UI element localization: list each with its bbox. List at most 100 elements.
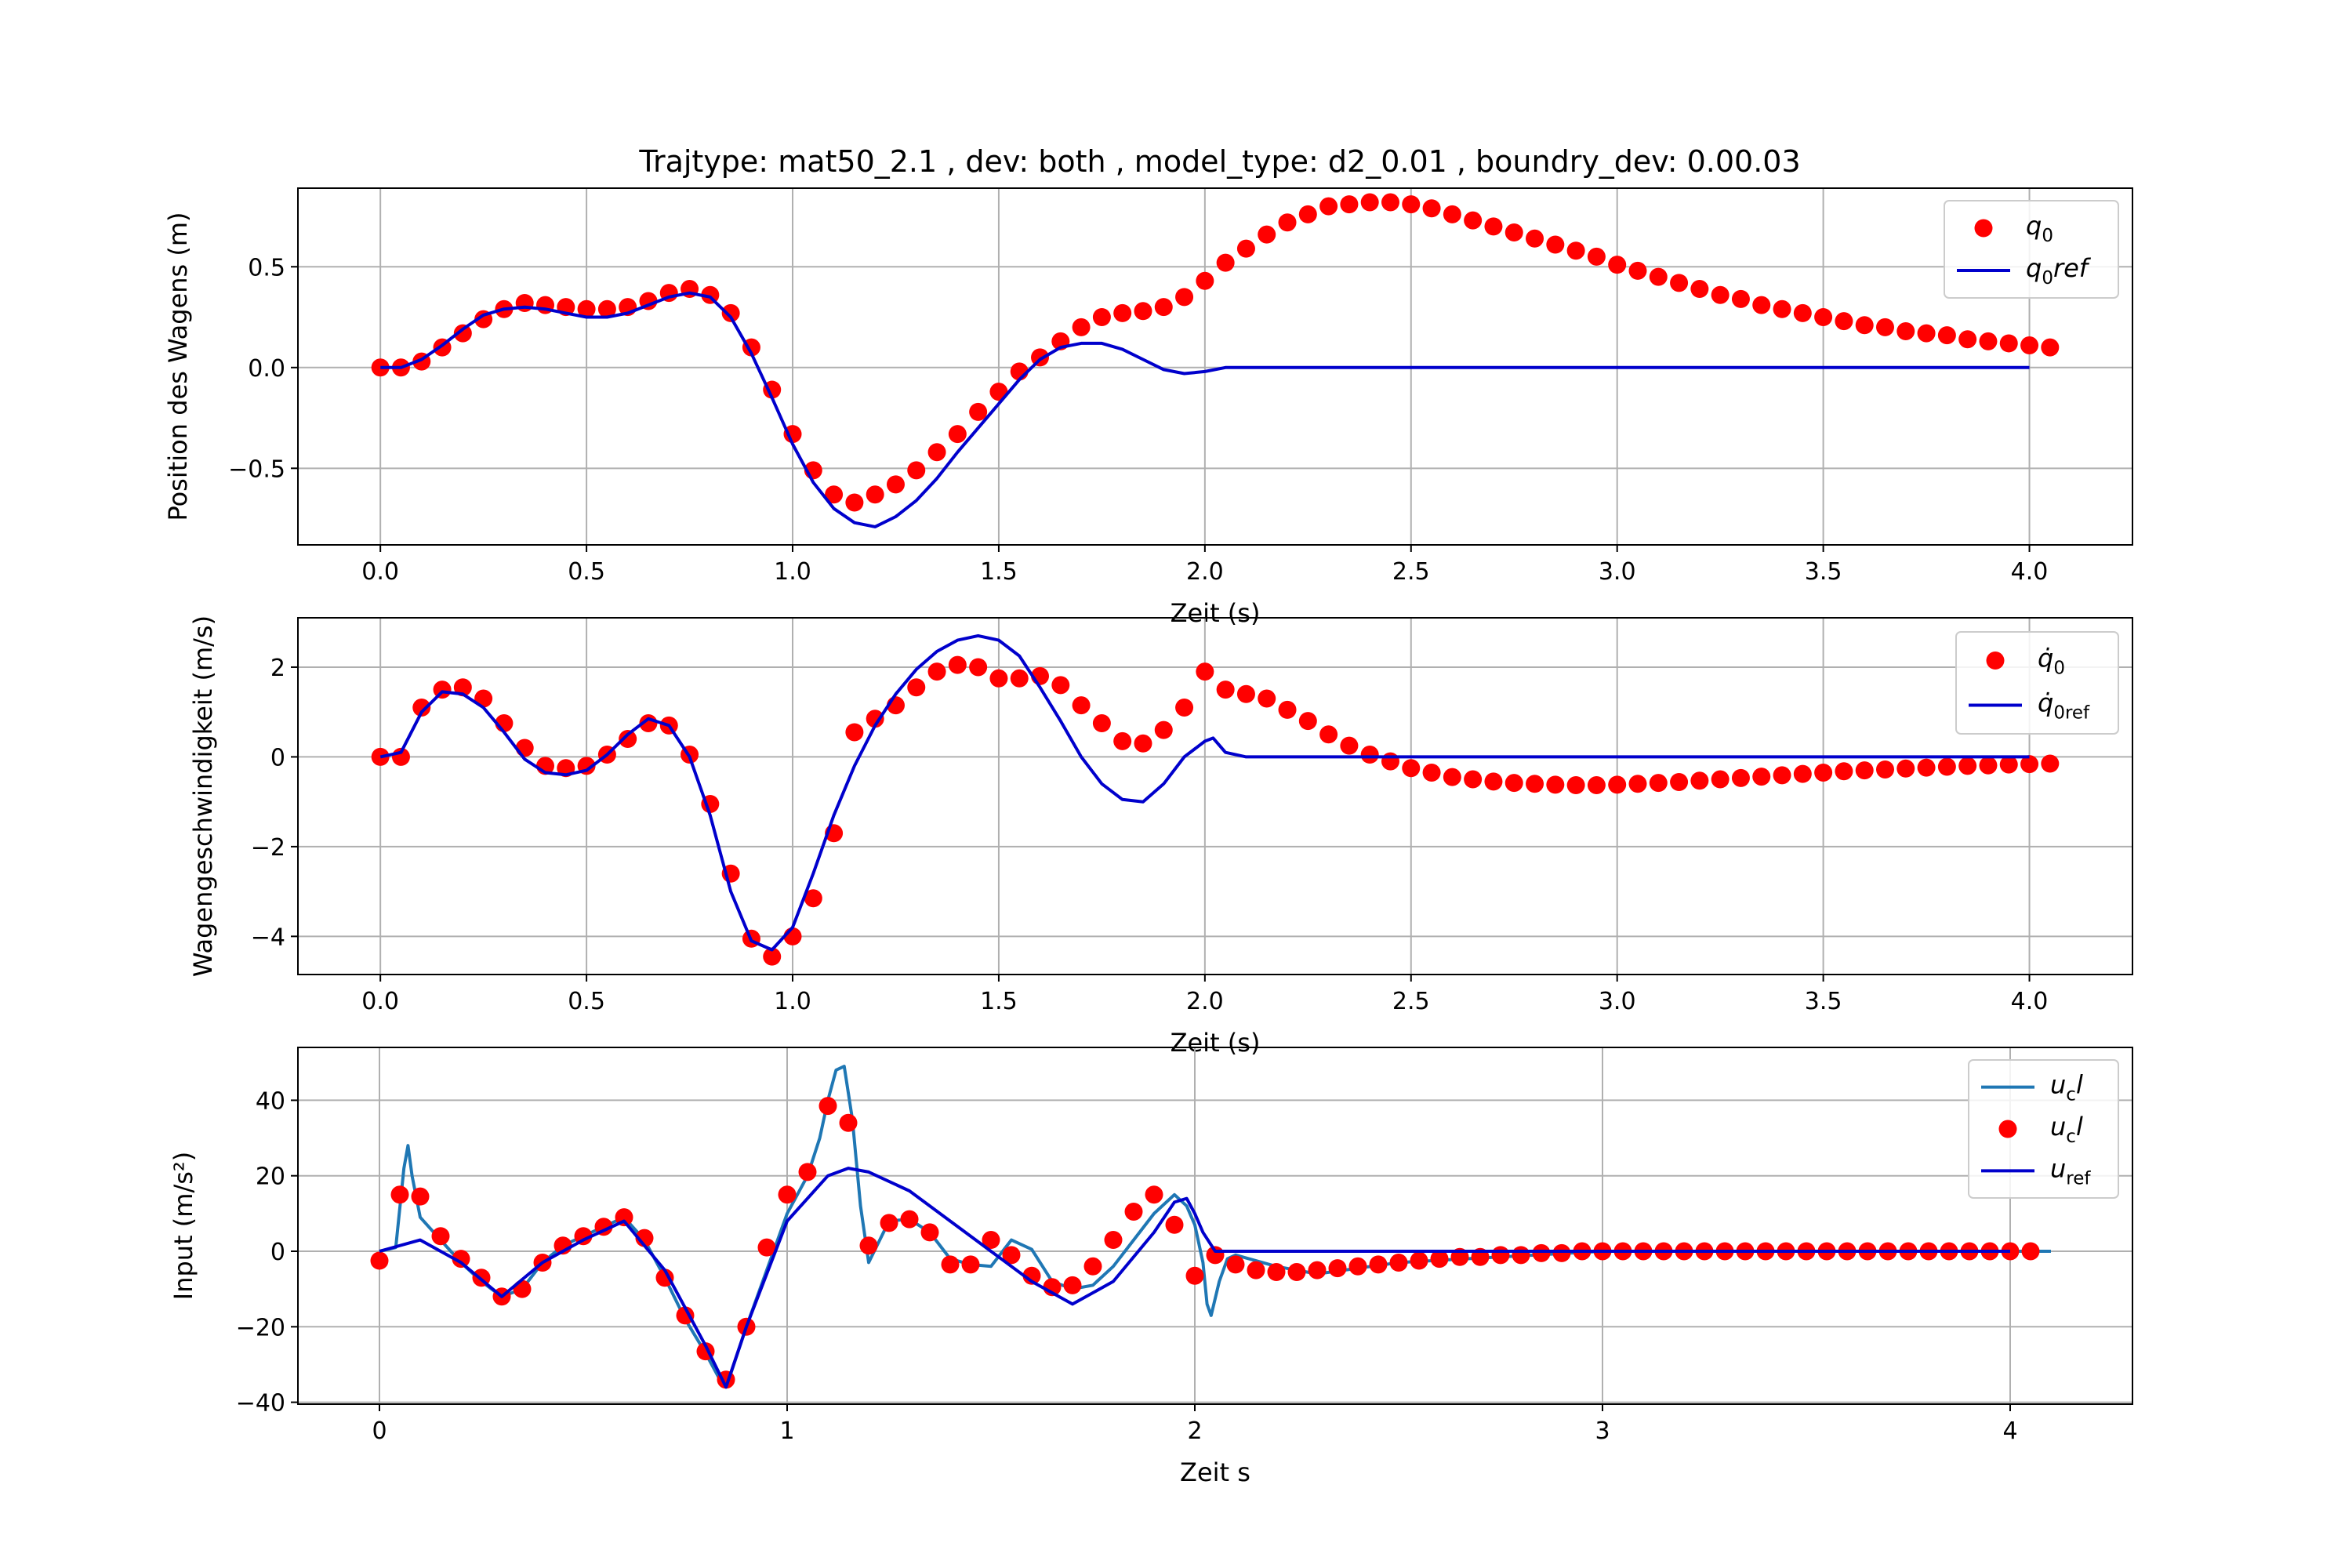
data-point (982, 1231, 1000, 1250)
data-point (961, 1255, 980, 1274)
data-point (1958, 757, 1977, 775)
data-point (1835, 312, 1853, 331)
data-point (1670, 772, 1689, 791)
x-tick-label: 1.5 (980, 988, 1018, 1015)
x-tick-label: 3 (1595, 1417, 1610, 1445)
data-point (1113, 731, 1132, 750)
data-point (2020, 336, 2039, 355)
data-point (1175, 698, 1194, 717)
data-point (778, 1185, 797, 1204)
data-point (1690, 280, 1709, 299)
legend: q0 q0ref (1944, 200, 2119, 299)
data-point (1814, 308, 1833, 327)
data-point (1022, 1266, 1041, 1285)
data-point (1267, 1262, 1286, 1281)
y-tick-label: −0.5 (228, 456, 285, 483)
data-point (577, 299, 596, 318)
data-point (1546, 775, 1565, 794)
data-point (1917, 758, 1936, 777)
data-point (1298, 205, 1317, 223)
data-point (1051, 676, 1070, 695)
series-line-1 (379, 1065, 2051, 1385)
legend: ucl ucl uref (1968, 1059, 2119, 1199)
x-tick-label: 1 (779, 1417, 794, 1445)
data-point (1216, 681, 1235, 699)
subplot-2: 0.0 0.5 1.0 1.5 2.0 2.5 3.0 3.5 4.0 −4 −2 0 2 Zeit (s… (188, 615, 2133, 1058)
legend-label: q̇0 (2038, 644, 2065, 679)
data-point (1512, 1246, 1530, 1265)
data-point (866, 710, 884, 728)
legend-label: ucl (2050, 1070, 2083, 1105)
axes-frame (297, 617, 2133, 975)
data-point (1958, 330, 1977, 349)
data-point (1504, 774, 1523, 793)
plot-area (371, 633, 2060, 966)
data-point (1360, 193, 1379, 212)
x-tick-label: 1.5 (980, 558, 1018, 586)
x-tick-label: 4.0 (2011, 558, 2049, 586)
data-point (1532, 1243, 1551, 1262)
data-point (1216, 253, 1235, 272)
data-point (757, 1238, 776, 1257)
x-tick-label: 3.5 (1805, 558, 1842, 586)
y-tick-label: 20 (256, 1163, 285, 1191)
data-point (1430, 1250, 1449, 1269)
data-point (1236, 684, 1255, 703)
x-tick-label: 3.5 (1805, 988, 1842, 1015)
data-point (412, 698, 431, 717)
data-point (1010, 669, 1029, 688)
data-point (1165, 1215, 1184, 1234)
x-axis-label: Zeit s (1180, 1457, 1250, 1487)
data-point (1258, 689, 1276, 708)
data-point (721, 303, 740, 322)
data-point (1410, 1251, 1428, 1270)
data-point (1628, 261, 1647, 280)
x-tick-label: 0.0 (361, 558, 399, 586)
series-line-2 (380, 291, 2030, 528)
data-point (1835, 762, 1853, 781)
data-point (1154, 298, 1173, 317)
legend-dot-marker (1974, 219, 1993, 238)
data-point (1917, 324, 1936, 343)
data-point (948, 655, 967, 674)
data-point (1175, 288, 1194, 307)
data-point (371, 358, 390, 377)
data-point (1443, 768, 1461, 786)
figure-title: Trajtype: mat50_2.1 , dev: both , model_… (638, 144, 1800, 179)
data-point (1731, 289, 1750, 308)
x-tick-label: 2.0 (1186, 558, 1224, 586)
y-tick-label: −4 (251, 924, 285, 951)
data-point (390, 1185, 409, 1204)
data-point (1360, 746, 1379, 764)
data-point (371, 747, 390, 766)
x-tick-label: 4 (2002, 1417, 2017, 1445)
data-point (1855, 316, 1874, 335)
data-point (1308, 1261, 1327, 1279)
data-point (1319, 725, 1338, 744)
data-point (1236, 239, 1255, 258)
data-point (920, 1223, 939, 1242)
data-point (655, 1269, 674, 1287)
data-point (1258, 225, 1276, 244)
series-line-2 (379, 633, 2030, 952)
data-point (1484, 217, 1503, 236)
data-point (1443, 205, 1461, 223)
data-point (1278, 700, 1297, 719)
data-point (1752, 768, 1771, 786)
data-point (1092, 308, 1111, 327)
data-point (1328, 1259, 1347, 1278)
data-point (1381, 752, 1399, 771)
data-point (1711, 770, 1730, 789)
data-point (1875, 318, 1894, 336)
data-point (763, 947, 782, 966)
data-point (1484, 772, 1503, 791)
data-point (1773, 766, 1791, 785)
axes-frame (297, 187, 2133, 546)
data-point (907, 461, 926, 480)
data-point (513, 1279, 532, 1298)
data-point (1247, 1261, 1265, 1279)
x-tick-label: 3.0 (1599, 988, 1636, 1015)
data-point (941, 1255, 960, 1274)
data-point (1422, 199, 1441, 218)
